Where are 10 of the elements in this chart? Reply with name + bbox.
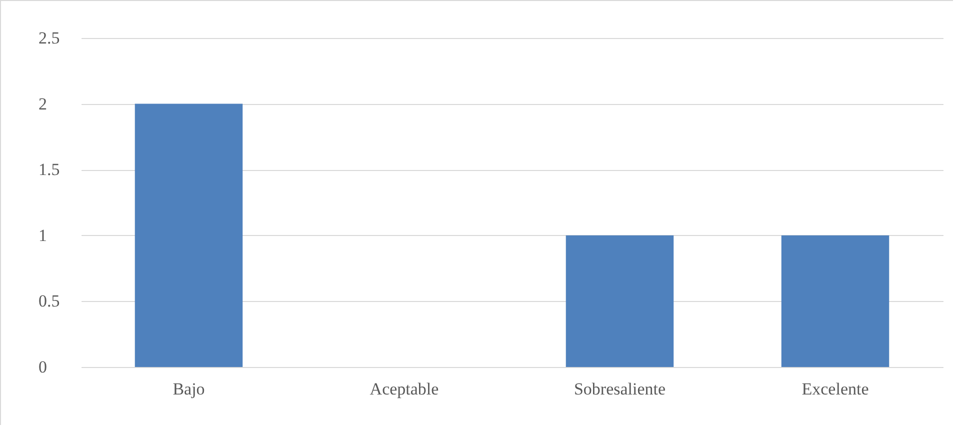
x-tick-label: Sobresaliente	[574, 380, 666, 398]
y-tick-label: 2.5	[38, 28, 60, 48]
x-tick-label: Bajo	[172, 380, 205, 398]
x-tick-label: Aceptable	[370, 380, 439, 398]
y-tick-label: 1.5	[38, 160, 60, 180]
y-tick-label: 0.5	[38, 292, 60, 311]
y-tick-label: 0	[38, 358, 47, 376]
y-tick-label: 1	[38, 226, 47, 245]
x-tick-label: Excelente	[802, 380, 869, 398]
y-tick-label: 2	[38, 94, 47, 114]
